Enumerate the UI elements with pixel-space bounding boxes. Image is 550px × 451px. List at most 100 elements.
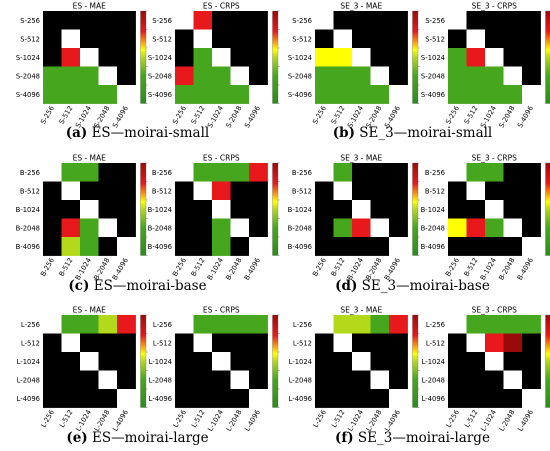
heatmap-cell bbox=[193, 29, 213, 49]
heatmap-cell bbox=[117, 29, 136, 49]
heatmap-cell bbox=[485, 200, 504, 219]
heatmap-cell bbox=[61, 66, 81, 86]
heatmap-cell bbox=[503, 218, 523, 238]
heatmap-cell bbox=[43, 389, 62, 408]
x-tick-label: B-256 bbox=[444, 257, 461, 278]
heatmap-cell bbox=[175, 66, 194, 86]
heatmap-cell bbox=[370, 370, 390, 390]
heatmap-cell bbox=[389, 85, 408, 104]
heatmap-cell bbox=[522, 11, 541, 30]
heatmap-cell bbox=[485, 315, 504, 334]
heatmap-cell bbox=[503, 352, 523, 371]
y-tick-label: L-2048 bbox=[422, 376, 445, 384]
heatmap-cell bbox=[333, 352, 353, 371]
heatmap-cell bbox=[230, 29, 250, 49]
heatmap-cell bbox=[230, 85, 250, 104]
heatmap-cell bbox=[230, 333, 250, 353]
heatmap-cell bbox=[117, 389, 136, 408]
heatmap-cell bbox=[193, 85, 213, 104]
heatmap-cell bbox=[448, 218, 467, 238]
heatmap-cell bbox=[117, 85, 136, 104]
heatmap-cell bbox=[389, 163, 408, 182]
heatmap-cell bbox=[117, 181, 136, 201]
heatmap-cell bbox=[193, 237, 213, 256]
heatmap-cell bbox=[448, 85, 467, 104]
heatmap-title: ES - CRPS bbox=[203, 2, 240, 11]
heatmap-cell bbox=[61, 85, 81, 104]
heatmap-cell bbox=[43, 29, 62, 49]
y-tick-label: L-4096 bbox=[289, 395, 312, 403]
heatmap-cell bbox=[43, 200, 62, 219]
heatmap-cell bbox=[333, 48, 353, 67]
heatmap-cell bbox=[98, 218, 118, 238]
y-tick-label: L-2048 bbox=[289, 376, 312, 384]
y-tick-label: B-4096 bbox=[288, 243, 312, 251]
y-tick-label: L-512 bbox=[153, 339, 172, 347]
heatmap-cell bbox=[230, 315, 250, 334]
heatmap-cell bbox=[61, 181, 81, 201]
heatmap-cell bbox=[80, 237, 99, 256]
heatmap-cell bbox=[230, 66, 250, 86]
heatmap-cell bbox=[117, 200, 136, 219]
x-tick-label: S-256 bbox=[311, 105, 328, 126]
y-tick-label: L-256 bbox=[153, 321, 172, 329]
heatmap-title: SE_3 - CRPS bbox=[472, 306, 517, 315]
heatmap-cell bbox=[249, 29, 268, 49]
heatmap-cell bbox=[175, 48, 194, 67]
heatmap-cell bbox=[212, 200, 231, 219]
y-tick-label: B-512 bbox=[20, 187, 40, 195]
heatmap-cell bbox=[522, 181, 541, 201]
x-tick-label: S-256 bbox=[39, 105, 56, 126]
heatmap-cell bbox=[117, 370, 136, 390]
heatmap-cell bbox=[333, 333, 353, 353]
heatmap-cell bbox=[522, 389, 541, 408]
heatmap-cell bbox=[485, 218, 504, 238]
heatmap-cell bbox=[117, 315, 136, 334]
colorbar bbox=[272, 162, 279, 256]
y-tick-label: L-2048 bbox=[149, 376, 172, 384]
x-tick-label: B-256 bbox=[311, 257, 328, 278]
x-tick-label: S-256 bbox=[171, 105, 188, 126]
heatmap-cell bbox=[389, 181, 408, 201]
y-tick-label: S-1024 bbox=[16, 54, 40, 62]
heatmap-cell bbox=[315, 218, 334, 238]
heatmap-cell bbox=[212, 85, 231, 104]
caption-d: (d) SE_3—moirai-base bbox=[335, 278, 490, 294]
y-tick-label: S-2048 bbox=[421, 72, 445, 80]
heatmap-cell bbox=[389, 218, 408, 238]
heatmap-cell bbox=[175, 237, 194, 256]
y-tick-label: L-1024 bbox=[422, 358, 445, 366]
heatmap-cell bbox=[522, 352, 541, 371]
heatmap-cell bbox=[98, 85, 118, 104]
heatmap-cell bbox=[212, 352, 231, 371]
heatmap-cell bbox=[230, 11, 250, 30]
heatmap-title: SE_3 - MAE bbox=[340, 2, 382, 11]
heatmap-cell bbox=[466, 389, 486, 408]
heatmap-cell bbox=[61, 218, 81, 238]
heatmap-cell bbox=[80, 29, 99, 49]
heatmap-cell bbox=[370, 181, 390, 201]
colorbar bbox=[272, 10, 279, 104]
heatmap-cell bbox=[43, 163, 62, 182]
x-tick-label: B-256 bbox=[171, 257, 188, 278]
heatmap-cell bbox=[230, 218, 250, 238]
y-tick-label: L-1024 bbox=[149, 358, 172, 366]
heatmap-cell bbox=[43, 315, 62, 334]
heatmap-cell bbox=[193, 352, 213, 371]
x-tick-label: B-512 bbox=[58, 257, 75, 278]
heatmap-cell bbox=[352, 48, 371, 67]
heatmap-cell bbox=[315, 200, 334, 219]
y-tick-label: B-256 bbox=[292, 169, 312, 177]
x-tick-label: B-512 bbox=[330, 257, 347, 278]
heatmap-cell bbox=[175, 29, 194, 49]
y-tick-label: S-512 bbox=[292, 35, 312, 43]
heatmap-cell bbox=[249, 11, 268, 30]
heatmap-cell bbox=[352, 163, 371, 182]
x-tick-label: B-512 bbox=[463, 257, 480, 278]
y-tick-label: B-1024 bbox=[148, 206, 172, 214]
heatmap-cell bbox=[80, 200, 99, 219]
colorbar bbox=[545, 314, 550, 408]
heatmap-cell bbox=[485, 352, 504, 371]
heatmap-cell bbox=[370, 29, 390, 49]
x-tick-label: S-512 bbox=[190, 105, 207, 126]
